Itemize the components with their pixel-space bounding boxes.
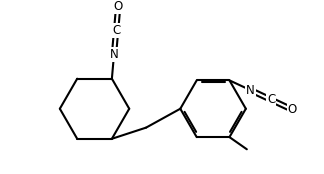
- Text: N: N: [110, 48, 118, 61]
- Text: C: C: [112, 24, 120, 37]
- Text: N: N: [246, 84, 255, 97]
- Text: O: O: [288, 103, 297, 116]
- Text: C: C: [267, 93, 275, 106]
- Text: O: O: [113, 0, 123, 13]
